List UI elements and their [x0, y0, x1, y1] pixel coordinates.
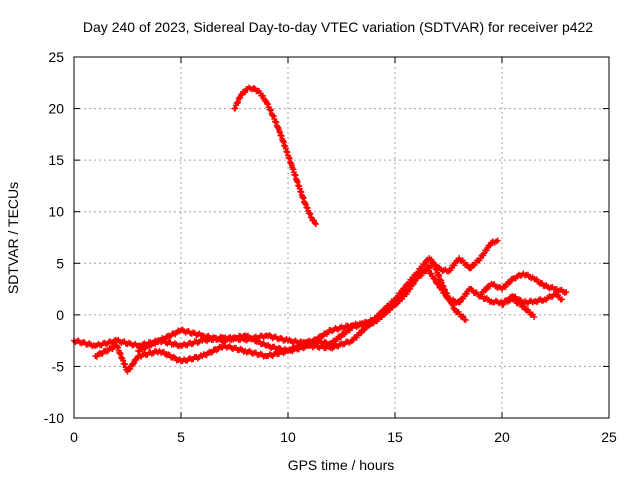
track-segment — [125, 354, 141, 373]
y-tick-label: 5 — [56, 255, 64, 271]
y-tick-label: 25 — [48, 49, 64, 65]
y-tick-label: 15 — [48, 152, 64, 168]
track-segment — [179, 326, 204, 339]
data-point — [462, 317, 469, 324]
track-segment — [222, 332, 247, 345]
track-segment — [478, 241, 494, 259]
grid-lines — [74, 57, 609, 418]
x-tick-label: 20 — [494, 429, 510, 445]
series-track-b — [92, 237, 501, 375]
track-segment — [283, 148, 295, 169]
track-segment — [543, 291, 557, 303]
y-tick-label: -5 — [52, 358, 65, 374]
y-tick-label: -10 — [44, 410, 64, 426]
track-segment — [72, 337, 97, 350]
tick-labels: 0 5 10 15 20 25 -10 -5 0 5 10 15 20 25 — [44, 49, 617, 445]
track-segment — [521, 297, 536, 307]
data-point — [563, 289, 570, 296]
y-tick-label: 10 — [48, 204, 64, 220]
track-segment — [309, 217, 318, 226]
track-segment — [441, 287, 458, 312]
track-segment — [478, 282, 494, 298]
track-segment — [511, 271, 525, 282]
track-segment — [479, 293, 493, 305]
track-segment — [329, 324, 354, 346]
x-tick-label: 0 — [70, 429, 78, 445]
track-segment — [276, 129, 289, 150]
data-point — [312, 221, 319, 228]
track-segment — [243, 347, 269, 360]
x-tick-label: 25 — [601, 429, 617, 445]
data-point — [494, 237, 501, 244]
series-track-c — [135, 260, 469, 355]
track-segment — [93, 342, 119, 360]
track-segment — [238, 86, 250, 98]
y-axis-label: SDTVAR / TECUs — [5, 182, 21, 294]
series-track-high — [231, 84, 319, 228]
track-segment — [371, 302, 397, 323]
track-segment — [179, 352, 204, 364]
track-segment — [265, 332, 290, 344]
y-tick-label: 20 — [48, 101, 64, 117]
track-segment — [179, 336, 204, 349]
track-segment — [307, 337, 333, 348]
data-point — [531, 313, 538, 320]
y-tick-label: 0 — [56, 307, 64, 323]
track-segment — [296, 183, 308, 206]
track-segment — [222, 343, 247, 355]
x-tick-label: 15 — [387, 429, 403, 445]
x-tick-label: 5 — [177, 429, 185, 445]
track-segment — [521, 303, 536, 318]
track-segment — [232, 94, 244, 112]
track-segment — [158, 348, 183, 364]
x-axis-label: GPS time / hours — [288, 457, 395, 473]
track-segment — [115, 336, 140, 349]
plot-frame — [73, 56, 610, 419]
track-segment — [136, 337, 162, 355]
data-point — [558, 296, 565, 303]
track-segment — [136, 347, 162, 360]
track-segment — [265, 341, 290, 354]
series-track-e — [499, 291, 565, 308]
track-segment — [200, 332, 226, 345]
x-tick-label: 10 — [280, 429, 296, 445]
series-track-d — [477, 270, 570, 298]
chart-title: Day 240 of 2023, Sidereal Day-to-day VTE… — [83, 19, 593, 35]
track-segment — [200, 343, 226, 359]
track-segment — [468, 257, 483, 271]
data-series — [71, 84, 570, 375]
series-track-a — [71, 265, 538, 350]
data-point — [237, 92, 244, 99]
